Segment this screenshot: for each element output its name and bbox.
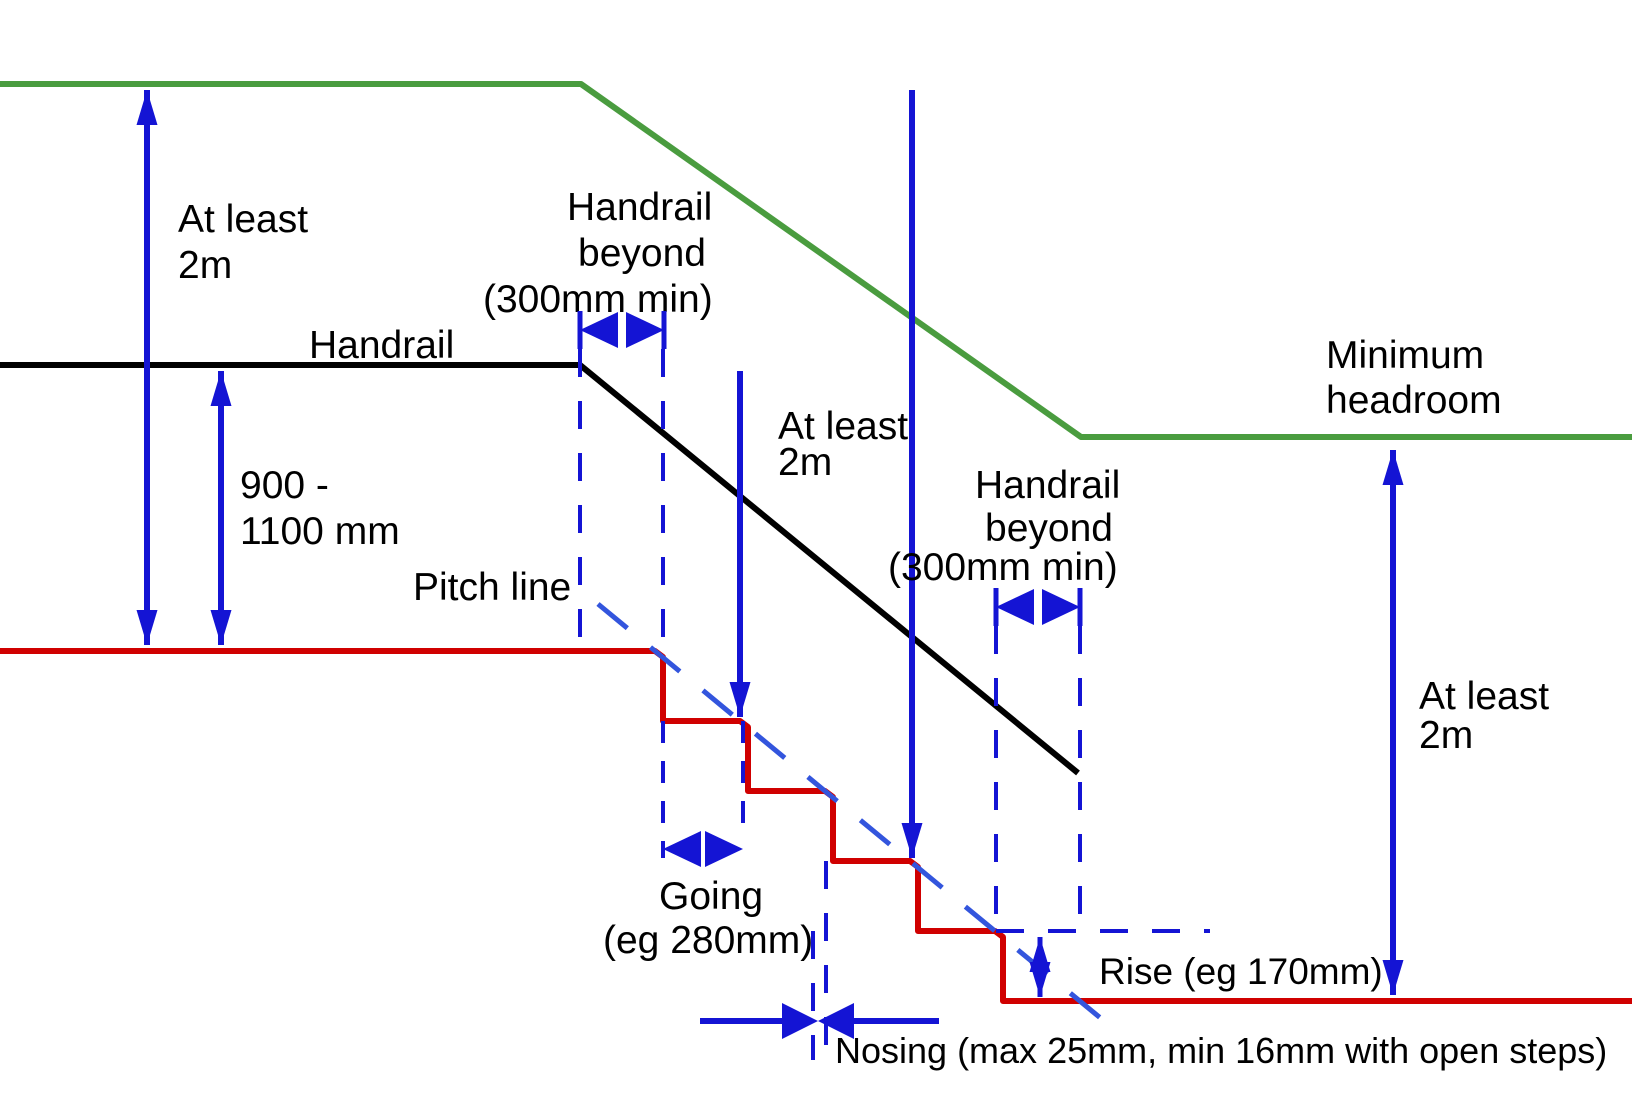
svg-text:headroom: headroom xyxy=(1326,379,1502,422)
svg-text:Handrail: Handrail xyxy=(975,464,1120,507)
svg-text:Handrail: Handrail xyxy=(567,186,712,229)
svg-text:Nosing (max 25mm, min 16mm wit: Nosing (max 25mm, min 16mm with open ste… xyxy=(835,1030,1607,1071)
svg-text:2m: 2m xyxy=(778,441,832,484)
svg-text:1100 mm: 1100 mm xyxy=(240,510,400,553)
svg-text:Pitch line: Pitch line xyxy=(413,566,571,609)
svg-text:beyond: beyond xyxy=(578,232,706,275)
svg-text:At least: At least xyxy=(178,198,308,241)
svg-text:(300mm min): (300mm min) xyxy=(888,546,1118,589)
svg-text:Rise (eg 170mm): Rise (eg 170mm) xyxy=(1099,951,1383,992)
svg-text:2m: 2m xyxy=(178,244,232,287)
svg-text:(300mm min): (300mm min) xyxy=(483,278,713,321)
svg-text:2m: 2m xyxy=(1419,714,1473,757)
svg-text:900 -: 900 - xyxy=(240,464,329,507)
svg-text:(eg 280mm): (eg 280mm) xyxy=(603,919,813,962)
svg-text:Handrail: Handrail xyxy=(309,324,454,367)
svg-text:At least: At least xyxy=(1419,675,1549,718)
svg-text:Going: Going xyxy=(659,875,763,918)
svg-text:Minimum: Minimum xyxy=(1326,334,1484,377)
svg-text:beyond: beyond xyxy=(985,507,1113,550)
